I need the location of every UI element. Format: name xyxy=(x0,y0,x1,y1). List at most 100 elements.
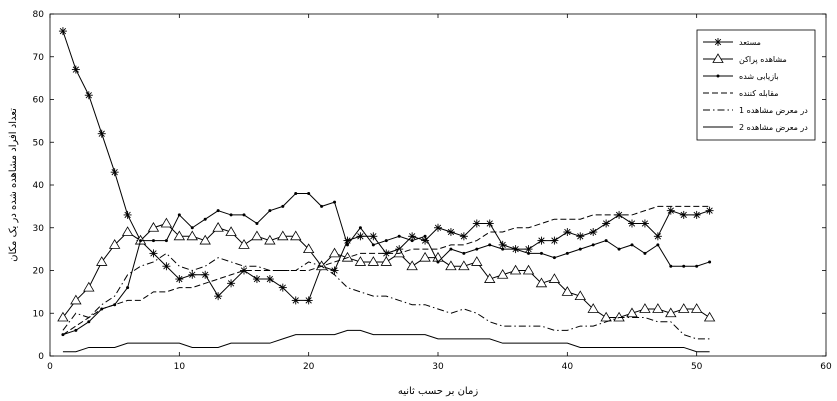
series-3-point xyxy=(242,213,246,217)
series-2-point xyxy=(393,247,405,258)
series-2-point xyxy=(70,294,82,305)
y-tick-label: 40 xyxy=(33,181,45,191)
series-1-point xyxy=(524,245,533,254)
series-4 xyxy=(62,205,710,336)
series-3-point xyxy=(371,243,375,247)
series-2-point xyxy=(613,311,625,322)
series-3-point xyxy=(320,204,324,208)
series-1-point xyxy=(640,219,649,228)
legend-marker xyxy=(716,74,720,78)
y-tick-label: 70 xyxy=(33,53,45,63)
series-1-point xyxy=(227,279,236,288)
series-3-point xyxy=(397,234,401,238)
series-2-point xyxy=(199,234,211,245)
series-2-point xyxy=(484,273,496,283)
series-1-point xyxy=(252,275,261,284)
series-3-point xyxy=(87,320,91,324)
x-axis-title: زمان بر حسب ثانیه xyxy=(398,386,478,397)
series-1-point xyxy=(97,129,106,138)
legend-item: مستعد xyxy=(703,38,761,47)
series-3-point xyxy=(669,264,673,268)
legend-label: مستعد xyxy=(739,38,761,47)
series-3-point xyxy=(630,243,634,247)
axes: 0 10 20 30 40 50 60 0 10 20 30 40 50 60 70 80 xyxy=(33,10,832,372)
star-stroke xyxy=(176,275,183,283)
series-3-point xyxy=(216,209,220,213)
series-1-point xyxy=(576,232,585,241)
series-1-point xyxy=(123,210,132,219)
series-3-point xyxy=(552,256,556,260)
series-3-point xyxy=(449,247,453,251)
series-3-point xyxy=(423,234,427,238)
star-stroke xyxy=(667,207,674,214)
star-stroke xyxy=(641,220,649,227)
series-2-point xyxy=(225,226,237,236)
series-1-point xyxy=(408,232,417,241)
series-2-point xyxy=(509,264,522,275)
y-tick-label: 30 xyxy=(33,224,45,234)
series-1-point xyxy=(459,232,468,241)
star-stroke xyxy=(680,211,687,219)
star-stroke xyxy=(331,267,338,274)
series-2-point xyxy=(147,221,160,232)
series-2-point xyxy=(471,256,483,266)
series-3-point xyxy=(164,239,168,243)
star-stroke xyxy=(577,233,584,240)
series-3-point xyxy=(281,204,285,208)
series-2-point xyxy=(535,277,548,288)
series-3-point xyxy=(345,243,349,247)
series-1-point xyxy=(653,232,662,241)
series-1-point xyxy=(175,275,184,284)
series-1-point xyxy=(265,275,274,284)
series-1-point xyxy=(666,206,675,215)
series-1-point xyxy=(356,232,365,241)
x-tick-label: 40 xyxy=(562,362,574,372)
star-stroke xyxy=(564,228,571,236)
series-3-point xyxy=(410,239,414,243)
series-4-line xyxy=(62,205,710,336)
series-1-point xyxy=(330,266,339,275)
star-stroke xyxy=(460,233,468,240)
legend-item: در معرض مشاهده 2 xyxy=(703,123,808,132)
series-1-point xyxy=(472,219,481,228)
legend-item: بازیابی شده xyxy=(703,72,779,81)
series-3-point xyxy=(604,239,608,243)
series-2-point xyxy=(57,311,69,322)
star-stroke xyxy=(590,228,597,236)
x-tick-label: 30 xyxy=(432,362,444,372)
series-3-point xyxy=(565,251,569,255)
legend-box xyxy=(696,29,816,141)
legend-item: مشاهده پراکن xyxy=(703,53,787,64)
star-stroke xyxy=(150,250,157,257)
star-stroke xyxy=(59,27,67,35)
star-stroke xyxy=(202,271,209,278)
star-stroke xyxy=(279,284,286,291)
star-stroke xyxy=(473,220,480,227)
series-3-point xyxy=(643,251,647,255)
legend-label: در معرض مشاهده 1 xyxy=(739,106,808,115)
star-stroke xyxy=(227,280,235,287)
series-2-line xyxy=(62,222,710,319)
series-2-point xyxy=(665,307,677,318)
series-3-point xyxy=(384,239,388,243)
legend-marker xyxy=(712,53,724,63)
series-3-point xyxy=(268,209,272,213)
star-stroke xyxy=(214,293,222,300)
series-3-point xyxy=(255,221,259,225)
x-tick-label: 0 xyxy=(47,362,53,372)
series-2-point xyxy=(548,273,561,283)
series-2-point xyxy=(354,256,367,266)
series-3-point xyxy=(307,192,311,196)
series-1 xyxy=(58,27,714,305)
series-2-point xyxy=(108,239,121,249)
series-6 xyxy=(62,329,710,353)
series-2-point xyxy=(121,226,134,236)
series-1-point xyxy=(58,27,67,36)
series-3-point xyxy=(617,247,621,251)
series-2-point xyxy=(574,290,586,301)
series-2-point xyxy=(626,307,638,318)
legend-label: در معرض مشاهده 2 xyxy=(739,123,808,132)
series-1-point xyxy=(589,228,598,237)
series-3-point xyxy=(462,251,466,255)
